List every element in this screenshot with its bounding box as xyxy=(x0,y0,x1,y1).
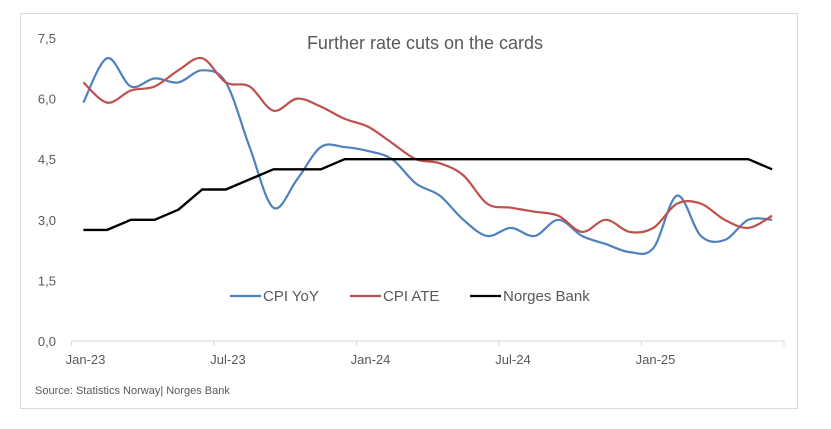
chart-title: Further rate cuts on the cards xyxy=(307,33,543,53)
x-axis: Jan-23 Jul-23 Jan-24 Jul-24 Jan-25 xyxy=(66,340,785,367)
y-tick-label: 0,0 xyxy=(38,334,56,349)
y-tick-label: 6,0 xyxy=(38,92,56,107)
y-axis: 0,0 1,5 3,0 4,5 6,0 7,5 xyxy=(38,31,56,349)
y-tick-label: 7,5 xyxy=(38,31,56,46)
x-tick-label: Jul-24 xyxy=(495,352,530,367)
x-tick-label: Jul-23 xyxy=(210,352,245,367)
x-tick-label: Jan-23 xyxy=(66,352,106,367)
series-lines xyxy=(82,56,773,255)
legend-label-cpi-ate: CPI ATE xyxy=(383,288,439,305)
series-line-norges-bank xyxy=(83,158,773,232)
x-tick-label: Jan-24 xyxy=(351,352,391,367)
chart-frame xyxy=(20,13,798,409)
y-tick-label: 4,5 xyxy=(38,152,56,167)
series-line-cpi-yoy xyxy=(82,57,773,255)
y-tick-label: 3,0 xyxy=(38,213,56,228)
legend: CPI YoY CPI ATE Norges Bank xyxy=(230,288,590,305)
series-line-cpi-ate xyxy=(82,56,773,234)
legend-label-norges-bank: Norges Bank xyxy=(503,288,590,305)
y-tick-label: 1,5 xyxy=(38,273,56,288)
legend-label-cpi-yoy: CPI YoY xyxy=(263,288,319,305)
source-note: Source: Statistics Norway| Norges Bank xyxy=(35,385,230,397)
x-tick-label: Jan-25 xyxy=(636,352,676,367)
